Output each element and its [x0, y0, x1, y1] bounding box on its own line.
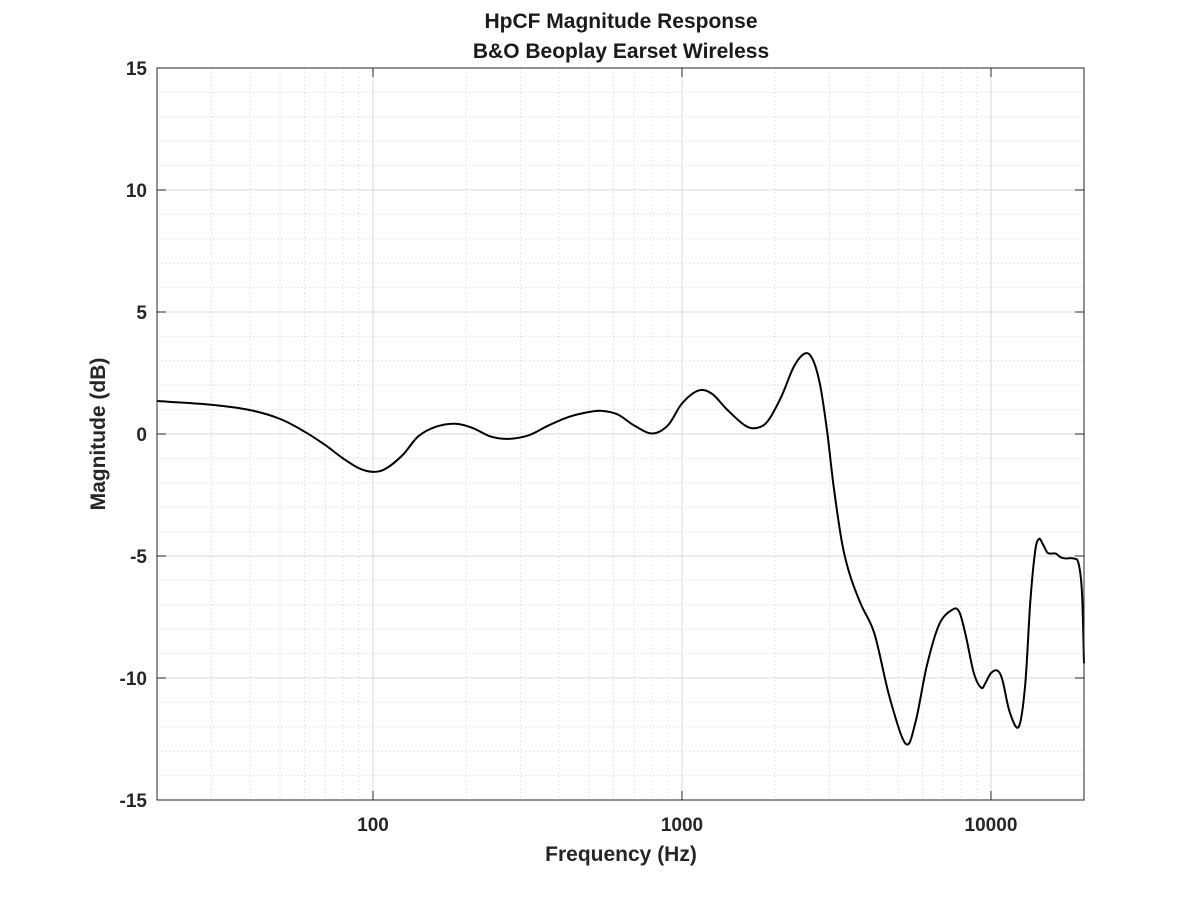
magnitude-response-line [156, 352, 1085, 746]
x-axis-label: Frequency (Hz) [545, 843, 697, 866]
y-tick-label: -15 [120, 791, 148, 812]
chart-title-line-1: HpCF Magnitude Response [484, 10, 757, 33]
y-tick-label: 0 [136, 425, 147, 446]
y-tick-label: -10 [120, 669, 147, 690]
chart-title-line-2: B&O Beoplay Earset Wireless [473, 40, 769, 63]
tick-marks [157, 67, 1084, 801]
x-tick-label: 10000 [965, 815, 1018, 836]
series-layer [156, 352, 1085, 746]
y-tick-label: 15 [126, 59, 148, 80]
x-tick-label: 1000 [661, 815, 703, 836]
y-axis-label: Magnitude (dB) [87, 358, 110, 511]
y-tick-label: 5 [136, 303, 147, 324]
y-tick-label: 10 [126, 181, 147, 202]
x-tick-labels: 100 1000 10000 [357, 815, 1017, 836]
x-tick-label: 100 [357, 815, 389, 836]
y-tick-labels: 15 10 5 0 -5 -10 -15 [120, 59, 148, 812]
minor-grid [157, 68, 1084, 800]
y-tick-label: -5 [130, 547, 147, 568]
major-grid [157, 68, 1084, 800]
